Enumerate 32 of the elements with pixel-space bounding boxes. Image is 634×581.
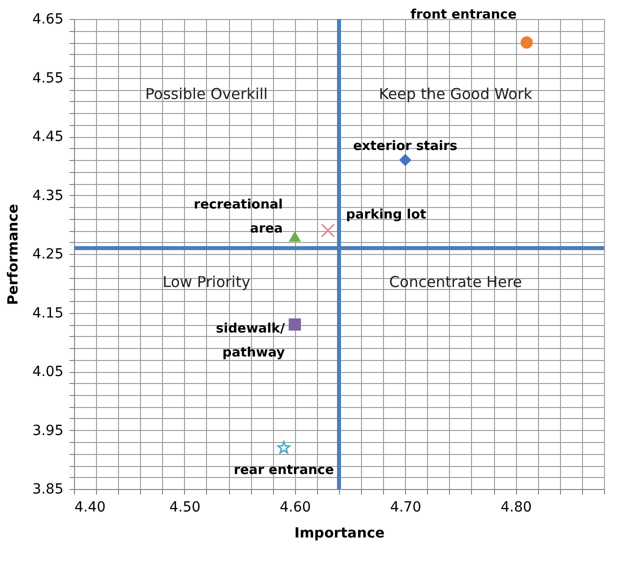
annotation: Concentrate Here xyxy=(389,273,522,292)
point xyxy=(399,154,412,166)
y-tick-label: 4.15 xyxy=(32,305,64,322)
y-tick-label: 3.85 xyxy=(32,482,64,498)
y-tick-label: 4.45 xyxy=(32,129,64,145)
y-tick-label: 3.95 xyxy=(32,422,64,439)
point xyxy=(277,441,290,454)
annotation: Low Priority xyxy=(162,273,250,292)
y-tick-label: 4.55 xyxy=(32,70,64,86)
x-tick-label: 4.70 xyxy=(390,500,422,516)
series-label: recreational area xyxy=(194,197,283,236)
annotation: Keep the Good Work xyxy=(378,85,533,104)
point xyxy=(288,231,301,242)
series-label: sidewalk/ pathway xyxy=(216,322,286,360)
x-tick-label: 4.50 xyxy=(169,500,201,516)
y-tick-label: 4.05 xyxy=(32,364,64,380)
point xyxy=(288,318,301,331)
y-axis-title: Performance xyxy=(5,204,22,306)
x-axis-title: Importance xyxy=(294,526,385,542)
series-label: rear entrance xyxy=(234,462,334,478)
point xyxy=(520,36,533,49)
annotation: Possible Overkill xyxy=(145,85,268,104)
series-label: parking lot xyxy=(346,208,426,222)
y-tick-label: 4.35 xyxy=(32,188,64,204)
y-tick-label: 4.25 xyxy=(32,246,64,262)
point xyxy=(321,224,335,238)
y-tick-label: 4.65 xyxy=(32,12,64,28)
x-tick-label: 4.40 xyxy=(74,500,106,516)
x-tick-label: 4.80 xyxy=(500,500,532,516)
series-label: exterior stairs xyxy=(353,139,458,154)
x-tick-label: 4.60 xyxy=(280,500,311,516)
series-label: front entrance xyxy=(410,8,517,22)
